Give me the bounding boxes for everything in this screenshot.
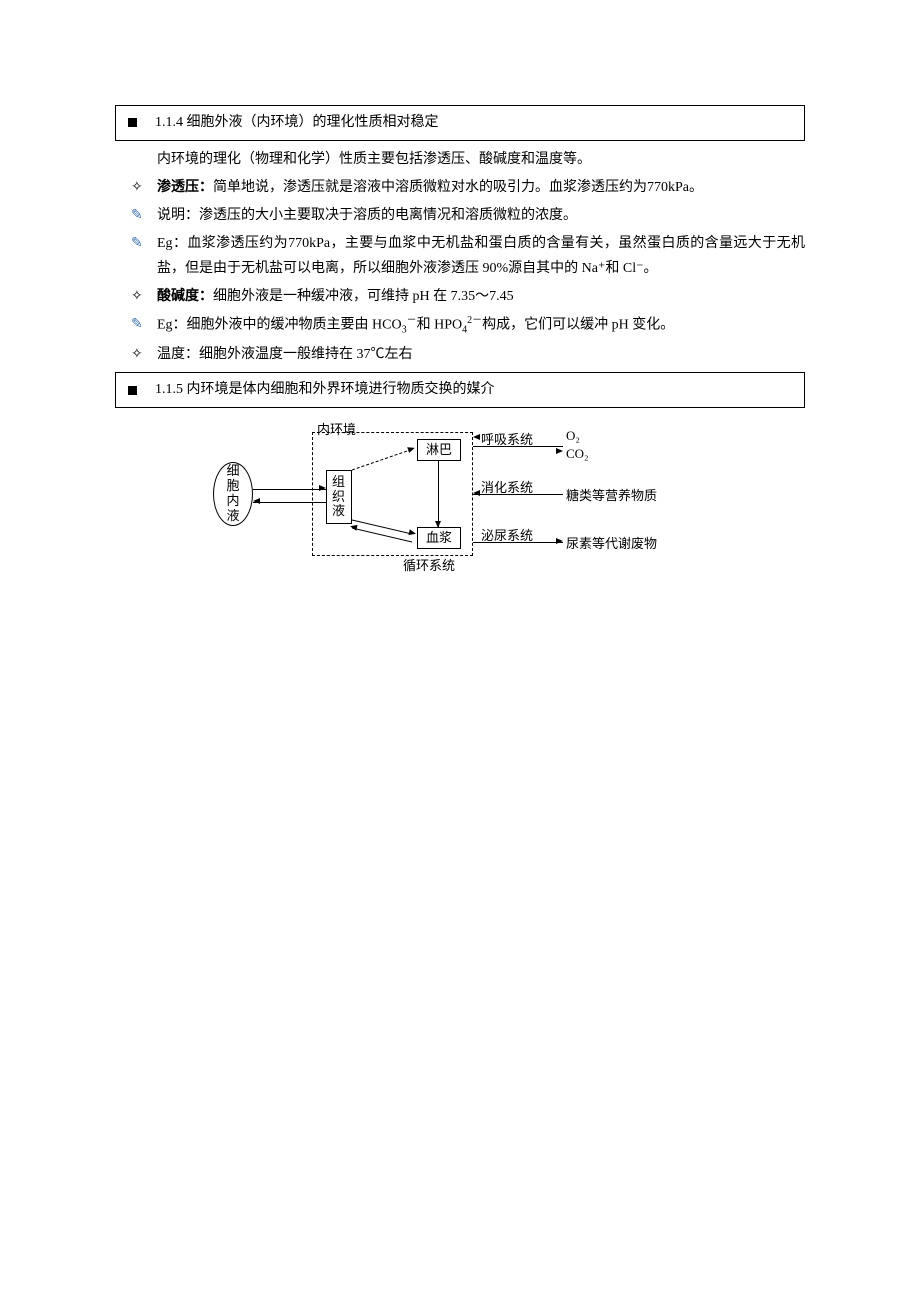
label-circulation: 循环系统 xyxy=(403,554,455,578)
arrow-right-icon xyxy=(556,448,563,454)
diamond-icon: ✧ xyxy=(131,175,157,201)
pen-icon: ✎ xyxy=(131,203,157,229)
ph-eg: Eg：细胞外液中的缓冲物质主要由 HCO3－和 HPO42－构成，它们可以缓冲 … xyxy=(157,312,805,340)
label-urin: 泌尿系统 xyxy=(481,524,533,548)
osmotic-eg-line: ✎ Eg：血浆渗透压约为770kPa，主要与血浆中无机盐和蛋白质的含量有关，虽然… xyxy=(115,231,805,283)
arrow-left-icon xyxy=(349,523,357,530)
arrow-down-icon xyxy=(435,521,441,528)
temp-line: ✧ 温度：细胞外液温度一般维持在 37℃左右 xyxy=(115,342,805,368)
node-cell-inner: 细胞内液 xyxy=(213,462,253,526)
label-sugar: 糖类等营养物质 xyxy=(566,484,657,508)
ph-text: 细胞外液是一种缓冲液，可维持 pH 在 7.35～7.45 xyxy=(213,289,514,304)
edge xyxy=(253,489,326,490)
arrow-left-icon xyxy=(473,490,480,496)
osmotic-text: 简单地说，渗透压就是溶液中溶质微粒对水的吸引力。血浆渗透压约为770kPa。 xyxy=(213,180,703,195)
ph-eg-mid: 和 HPO xyxy=(417,318,463,333)
intro-text: 内环境的理化（物理和化学）性质主要包括渗透压、酸碱度和温度等。 xyxy=(157,152,591,167)
ph-line: ✧ 酸碱度：细胞外液是一种缓冲液，可维持 pH 在 7.35～7.45 xyxy=(115,284,805,310)
edge xyxy=(253,502,326,503)
label-inner-env: 内环境 xyxy=(317,418,356,442)
arrow-left-icon xyxy=(253,498,260,504)
node-lymph: 淋巴 xyxy=(417,439,461,461)
square-bullet-icon xyxy=(128,118,137,127)
ph-eg-post: 构成，它们可以缓冲 pH 变化。 xyxy=(482,318,674,333)
label-co2: CO₂ xyxy=(566,442,589,466)
diamond-icon: ✧ xyxy=(131,342,157,368)
node-plasma: 血浆 xyxy=(417,527,461,549)
osmotic-explain: 说明：渗透压的大小主要取决于溶质的电离情况和溶质微粒的浓度。 xyxy=(157,203,805,229)
section-header-114: 1.1.4 细胞外液（内环境）的理化性质相对稳定 xyxy=(115,105,805,141)
node-tissue: 组织液 xyxy=(326,470,352,524)
pen-icon: ✎ xyxy=(131,231,157,283)
osmotic-eg: Eg：血浆渗透压约为770kPa，主要与血浆中无机盐和蛋白质的含量有关，虽然蛋白… xyxy=(157,231,805,283)
tissue-text: 组织液 xyxy=(332,475,346,520)
ph-eg-pre: Eg：细胞外液中的缓冲物质主要由 HCO xyxy=(157,318,402,333)
ph-body: 酸碱度：细胞外液是一种缓冲液，可维持 pH 在 7.35～7.45 xyxy=(157,284,805,310)
pen-icon: ✎ xyxy=(131,312,157,340)
square-bullet-icon xyxy=(128,386,137,395)
label-resp: 呼吸系统 xyxy=(481,428,533,452)
diamond-icon: ✧ xyxy=(131,284,157,310)
osmotic-label: 渗透压： xyxy=(157,180,213,195)
edge-tissue-lymph xyxy=(352,450,422,475)
osmotic-line: ✧ 渗透压：简单地说，渗透压就是溶液中溶质微粒对水的吸引力。血浆渗透压约为770… xyxy=(115,175,805,201)
section-title-115: 1.1.5 内环境是体内细胞和外界环境进行物质交换的媒介 xyxy=(155,377,495,403)
label-urea: 尿素等代谢废物 xyxy=(566,532,657,556)
intro-line: 内环境的理化（物理和化学）性质主要包括渗透压、酸碱度和温度等。 xyxy=(115,147,805,173)
temp-text: 温度：细胞外液温度一般维持在 37℃左右 xyxy=(157,342,805,368)
osmotic-explain-line: ✎ 说明：渗透压的大小主要取决于溶质的电离情况和溶质微粒的浓度。 xyxy=(115,203,805,229)
ph-eg-line: ✎ Eg：细胞外液中的缓冲物质主要由 HCO3－和 HPO42－构成，它们可以缓… xyxy=(115,312,805,340)
section-header-115: 1.1.5 内环境是体内细胞和外界环境进行物质交换的媒介 xyxy=(115,372,805,408)
exchange-diagram: 内环境 细胞内液 组织液 淋巴 血浆 循环系统 呼吸系统 O₂ CO₂ 消化系统… xyxy=(213,414,713,576)
cell-inner-text: 细胞内液 xyxy=(226,464,240,524)
osmotic-body: 渗透压：简单地说，渗透压就是溶液中溶质微粒对水的吸引力。血浆渗透压约为770kP… xyxy=(157,175,805,201)
section-title: 1.1.4 细胞外液（内环境）的理化性质相对稳定 xyxy=(155,110,439,136)
arrow-right-icon xyxy=(556,538,563,544)
plasma-text: 血浆 xyxy=(426,526,452,550)
arrow-left-icon xyxy=(473,434,480,440)
arrow-right-icon xyxy=(319,485,326,491)
ph-label: 酸碱度： xyxy=(157,289,213,304)
lymph-text: 淋巴 xyxy=(426,438,452,462)
label-dig: 消化系统 xyxy=(481,476,533,500)
edge-lymph-plasma xyxy=(438,461,439,527)
